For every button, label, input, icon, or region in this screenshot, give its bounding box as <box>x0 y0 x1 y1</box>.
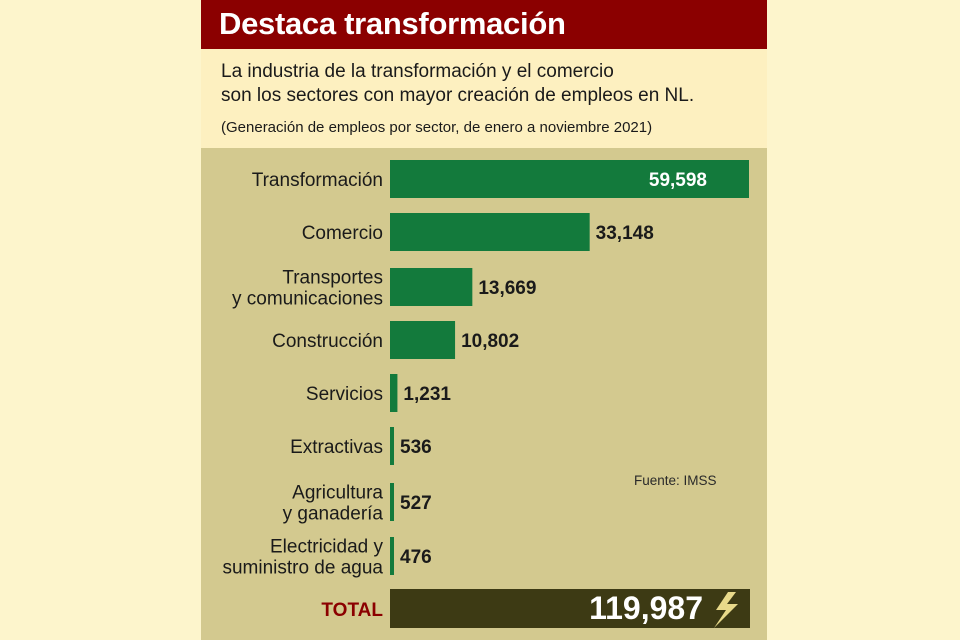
value-label-5: 536 <box>400 437 432 458</box>
category-label-4: Servicios <box>306 384 383 405</box>
category-label-7-0: Electricidad y <box>270 537 383 558</box>
category-label-6-1: y ganadería <box>283 504 384 525</box>
category-label-6-0: Agricultura <box>292 483 383 504</box>
total-label: TOTAL <box>321 600 383 621</box>
value-label-1: 33,148 <box>596 223 654 244</box>
bar-0 <box>390 160 749 198</box>
category-label-5: Extractivas <box>290 437 383 458</box>
chart-note: (Generación de empleos por sector, de en… <box>221 119 653 136</box>
value-label-7: 476 <box>400 547 432 568</box>
value-label-4: 1,231 <box>403 384 451 405</box>
chart-subtitle: La industria de la transformación y el c… <box>221 60 761 108</box>
value-label-3: 10,802 <box>461 331 519 352</box>
category-label-2-1: y comunicaciones <box>232 289 383 310</box>
total-bar <box>390 589 750 628</box>
subtitle-line-1: La industria de la transformación y el c… <box>221 61 614 82</box>
title-bar: Destaca transformación <box>201 0 767 49</box>
value-label-0: 59,598 <box>649 170 707 191</box>
category-label-3: Construcción <box>272 331 383 352</box>
bar-1 <box>390 213 590 251</box>
bar-2 <box>390 268 473 306</box>
category-label-2-0: Transportes <box>282 268 383 289</box>
source-note: Fuente: IMSS <box>634 473 717 488</box>
category-label-0: Transformación <box>252 170 383 191</box>
category-label-1: Comercio <box>302 223 383 244</box>
value-label-6: 527 <box>400 493 432 514</box>
bar-4 <box>390 374 398 412</box>
bar-3 <box>390 321 456 359</box>
bar-5 <box>390 427 394 465</box>
bar-6 <box>390 483 394 521</box>
lightning-icon <box>714 592 738 628</box>
bar-7 <box>390 537 394 575</box>
category-label-7-1: suministro de agua <box>222 558 383 579</box>
chart-title: Destaca transformación <box>219 6 566 41</box>
subtitle-line-2: son los sectores con mayor creación de e… <box>221 85 695 106</box>
total-value: 119,987 <box>589 590 703 626</box>
value-label-2: 13,669 <box>478 278 536 299</box>
